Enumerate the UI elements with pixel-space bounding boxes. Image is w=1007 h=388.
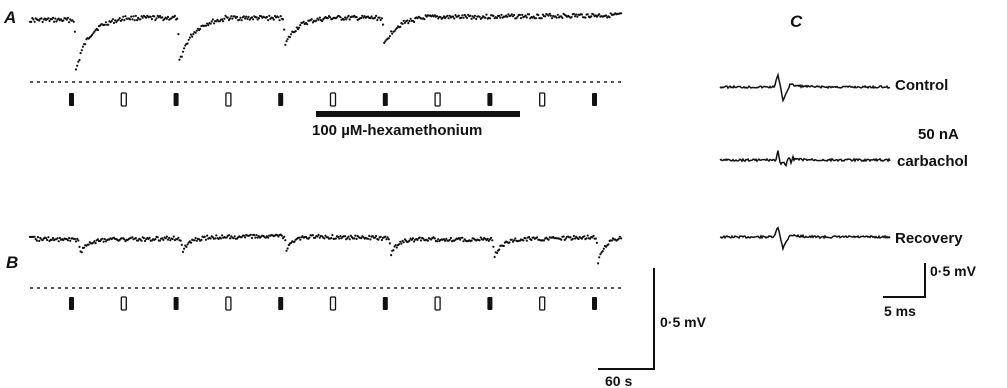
- trace-a: [28, 12, 623, 71]
- scale-bar-ab-voltage-label: 0·5 mV: [660, 314, 707, 330]
- panel-label-c: C: [790, 12, 803, 31]
- label-control: Control: [895, 77, 948, 94]
- stimulus-marker-filled: [69, 297, 74, 310]
- stimulus-marker-filled: [278, 93, 284, 106]
- scale-bar-c: 0·5 mV 5 ms: [883, 263, 977, 319]
- scale-bar-ab-time-label: 60 s: [605, 373, 632, 388]
- stimulus-marker-open: [434, 296, 441, 311]
- trace-c-control: [719, 72, 891, 103]
- stimulus-marker-open: [329, 92, 337, 107]
- stimulus-marker-open: [225, 296, 232, 311]
- stimulus-marker-open: [434, 92, 441, 107]
- stimulus-marker-filled: [382, 297, 388, 310]
- trace-c-recovery: [719, 226, 891, 252]
- label-recovery: Recovery: [895, 230, 963, 247]
- stimulus-marker-filled: [173, 297, 179, 310]
- trace-c-carbachol: [719, 150, 891, 168]
- stimulus-marker-filled: [487, 93, 493, 106]
- stimulus-marker-filled: [592, 297, 597, 310]
- panel-label-a: A: [3, 8, 16, 27]
- stimulus-marker-filled: [382, 93, 388, 106]
- stimulus-marker-open: [539, 296, 546, 311]
- stimulus-marker-open: [120, 92, 127, 107]
- stimulus-marker-open: [120, 296, 127, 311]
- drug-bar-label: 100 µM-hexamethonium: [312, 122, 482, 139]
- scale-bar-ab: 0·5 mV 60 s: [598, 268, 707, 388]
- stimulus-markers-a: [69, 92, 597, 107]
- stimulus-marker-filled: [173, 93, 179, 106]
- stimulus-marker-open: [539, 92, 546, 107]
- stimulus-marker-filled: [487, 297, 493, 310]
- stimulus-marker-open: [225, 92, 232, 107]
- trace-b: [28, 233, 623, 265]
- stimulus-marker-open: [329, 296, 337, 311]
- scale-bar-c-time-label: 5 ms: [884, 303, 916, 319]
- stimulus-marker-filled: [592, 93, 597, 106]
- stimulus-markers-b: [69, 296, 597, 311]
- panel-label-b: B: [6, 253, 18, 272]
- stimulus-marker-filled: [69, 93, 74, 106]
- stimulus-marker-filled: [278, 297, 284, 310]
- label-carbachol-line1: 50 nA: [918, 126, 959, 143]
- label-carbachol-line2: carbachol: [897, 153, 968, 170]
- scale-bar-c-voltage-label: 0·5 mV: [930, 263, 977, 279]
- drug-bar: [316, 111, 520, 117]
